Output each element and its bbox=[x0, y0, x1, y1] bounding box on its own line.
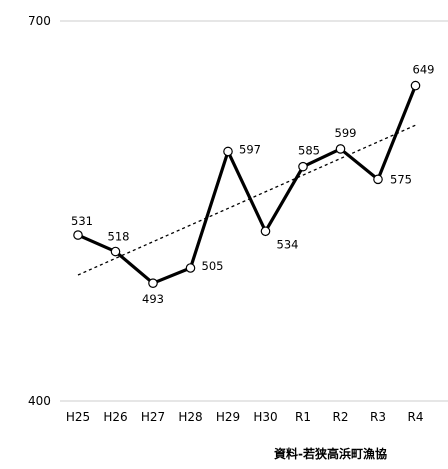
gridlines bbox=[60, 20, 448, 402]
x-axis-ticks: H25 H26 H27 H28 H29 H30 R1 R2 R3 R4 bbox=[66, 410, 424, 424]
data-point bbox=[110, 246, 121, 257]
x-tick-label: H29 bbox=[216, 410, 240, 424]
data-label: 575 bbox=[390, 172, 412, 186]
data-label: 585 bbox=[298, 144, 320, 158]
data-point bbox=[73, 230, 83, 240]
x-tick-label: H30 bbox=[253, 410, 277, 424]
x-tick-label: R2 bbox=[333, 410, 349, 424]
data-label: 518 bbox=[108, 230, 130, 244]
x-tick-label: H25 bbox=[66, 410, 90, 424]
trend-line bbox=[77, 124, 416, 276]
y-axis-ticks: 400 700 bbox=[28, 14, 51, 408]
data-point bbox=[185, 263, 196, 273]
y-tick-label: 700 bbox=[28, 14, 51, 28]
data-label: 505 bbox=[202, 259, 224, 273]
data-label: 597 bbox=[239, 142, 261, 156]
data-label: 649 bbox=[413, 63, 435, 77]
x-tick-label: R3 bbox=[370, 410, 386, 424]
data-point bbox=[148, 278, 158, 288]
data-points bbox=[73, 80, 421, 288]
data-point bbox=[223, 146, 233, 157]
x-tick-label: R4 bbox=[408, 410, 424, 424]
x-tick-label: H28 bbox=[178, 410, 202, 424]
data-label: 493 bbox=[142, 292, 164, 306]
x-tick-label: R1 bbox=[295, 410, 311, 424]
series-line bbox=[77, 85, 417, 285]
data-labels: 531 518 493 505 597 534 585 599 575 649 bbox=[71, 63, 434, 307]
data-point bbox=[298, 161, 308, 172]
data-point bbox=[335, 144, 346, 154]
trend-line-path bbox=[77, 124, 416, 276]
data-point bbox=[260, 226, 271, 237]
data-label: 599 bbox=[335, 126, 357, 140]
series-line-path bbox=[77, 85, 417, 285]
data-label: 531 bbox=[71, 214, 93, 228]
data-label: 534 bbox=[277, 237, 299, 251]
x-tick-label: H26 bbox=[103, 410, 127, 424]
data-point bbox=[373, 174, 383, 185]
x-tick-label: H27 bbox=[141, 410, 165, 424]
source-note: 資料-若狭高浜町漁協 bbox=[274, 447, 387, 461]
y-tick-label: 400 bbox=[28, 394, 51, 408]
data-point bbox=[410, 80, 421, 91]
